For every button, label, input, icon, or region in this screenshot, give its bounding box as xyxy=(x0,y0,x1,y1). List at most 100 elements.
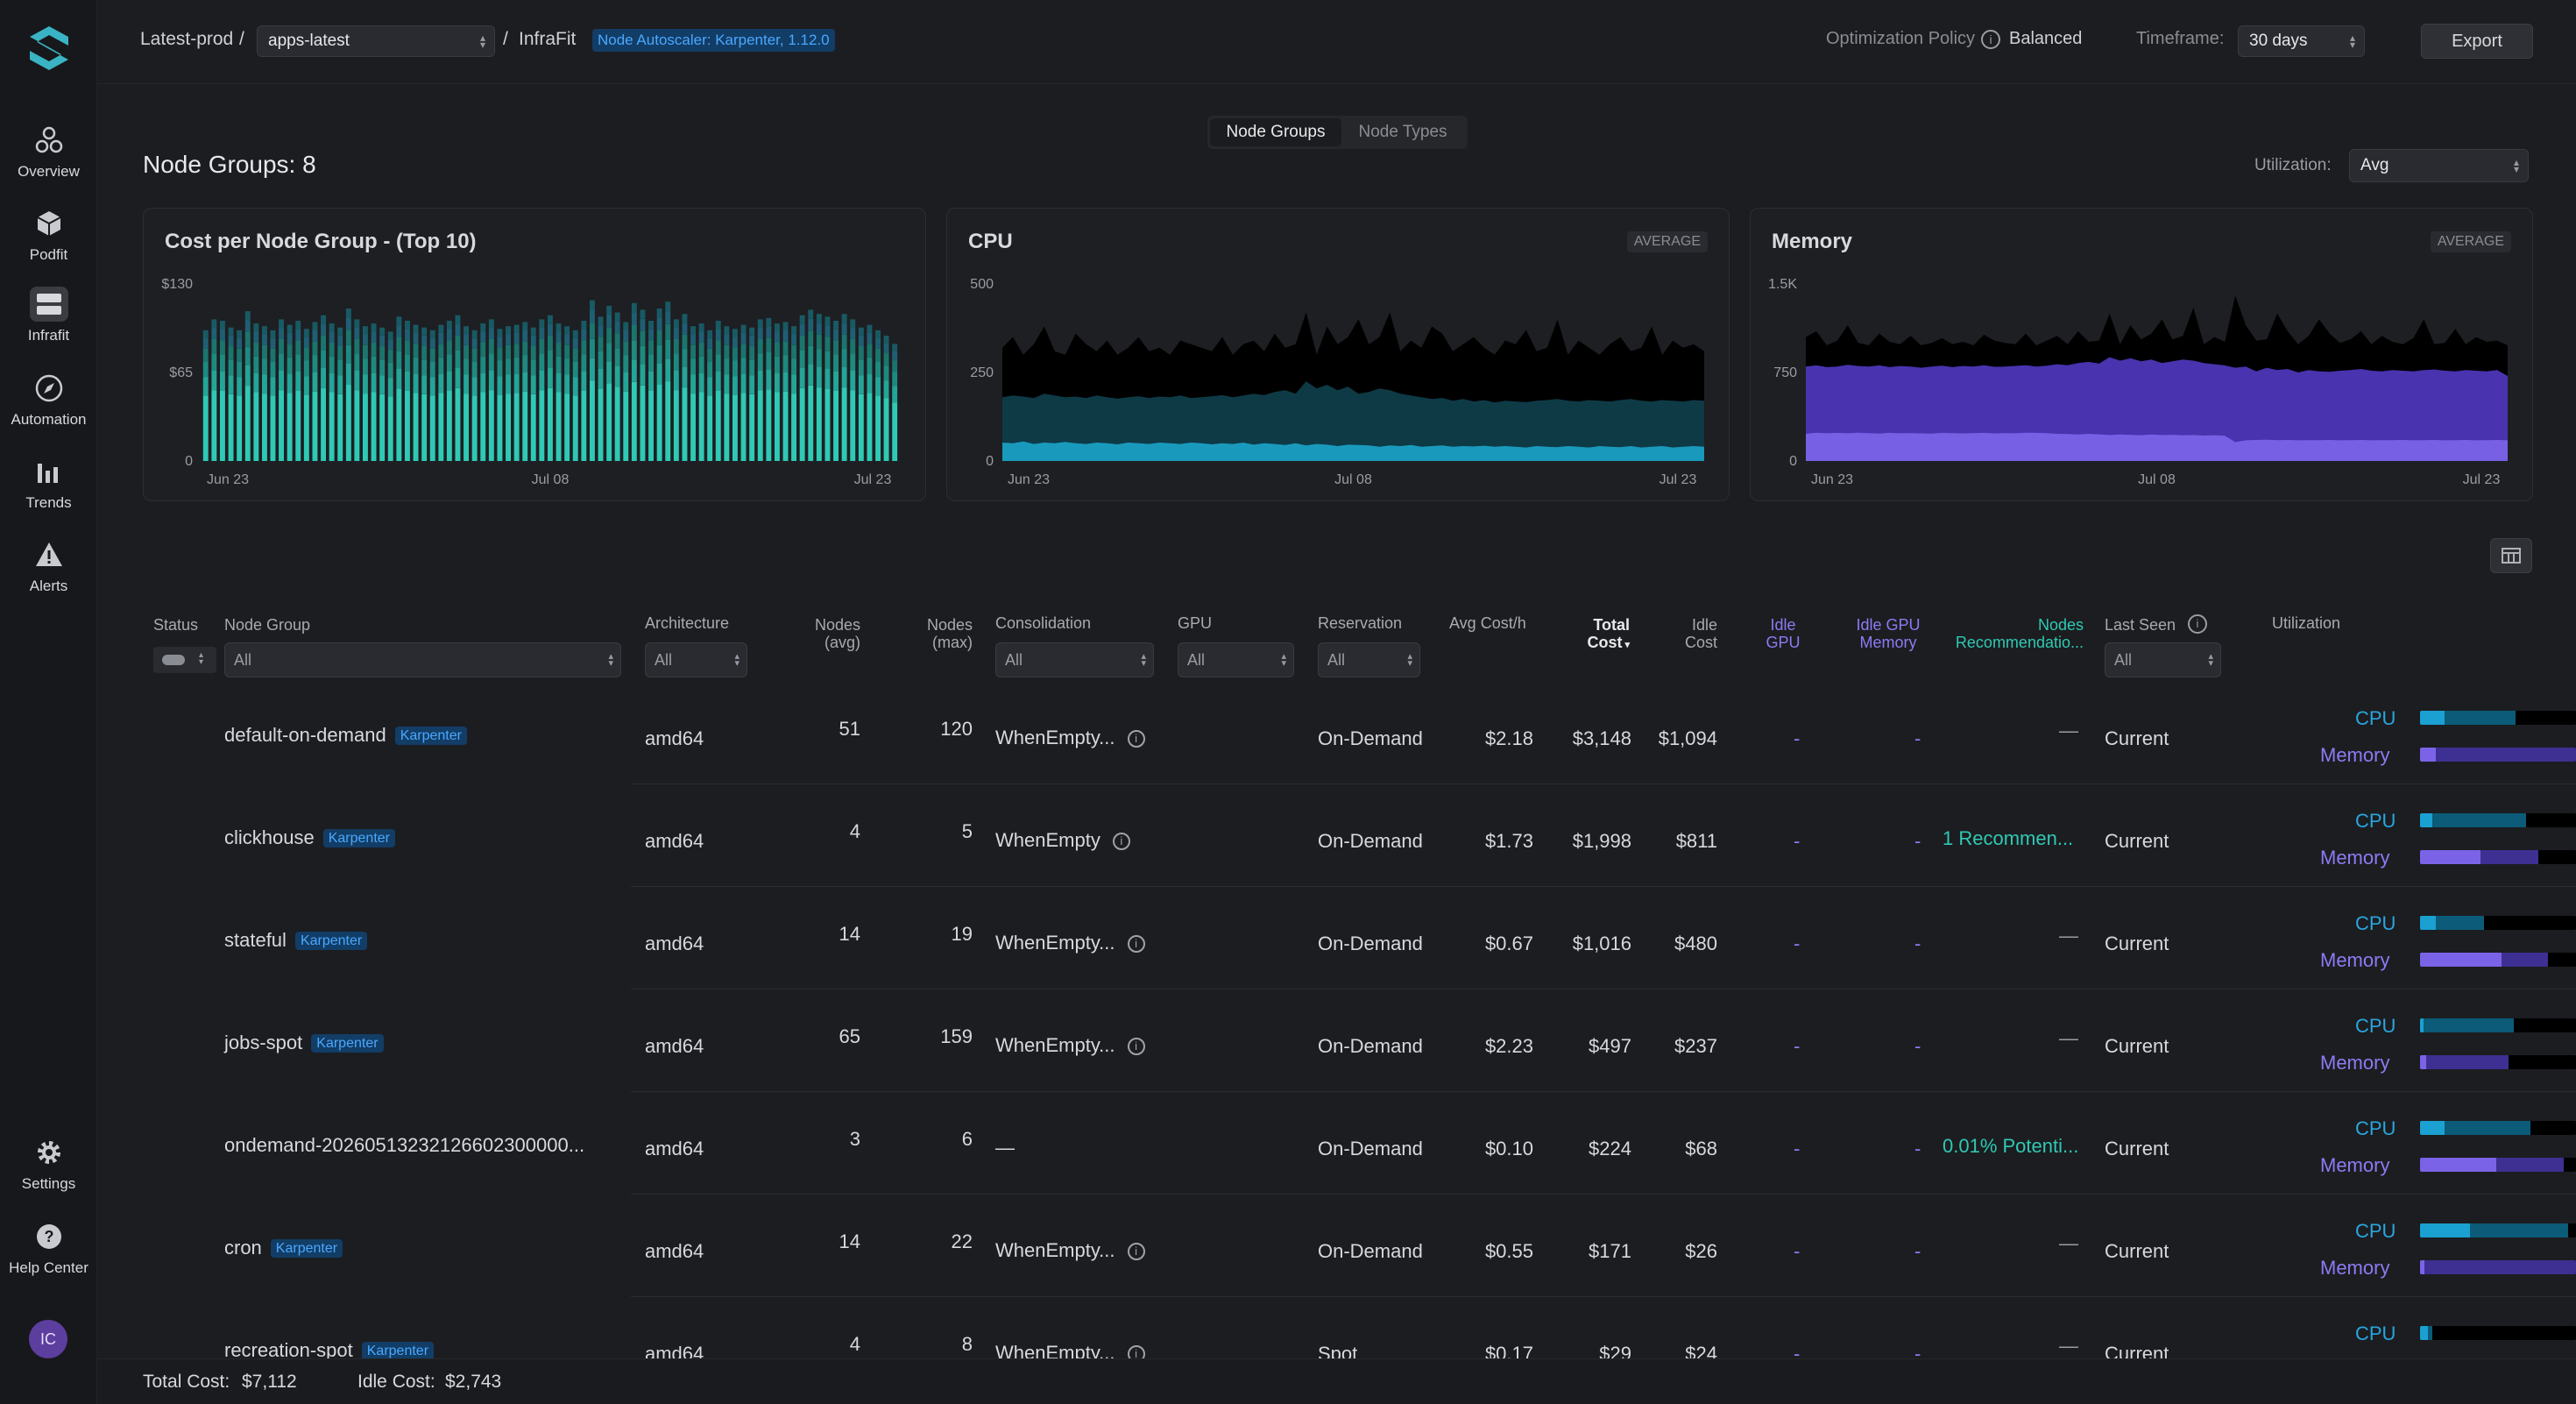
col-nodes-avg: Nodes (avg) xyxy=(806,616,860,651)
cost-bar-segment xyxy=(606,383,612,461)
cost-bar-segment xyxy=(220,329,225,341)
timeframe-select[interactable]: 30 days ▴ ▾ xyxy=(2238,25,2365,57)
info-icon[interactable]: i xyxy=(1127,935,1145,954)
cost-bar-segment xyxy=(413,357,419,374)
nav-overview[interactable]: Overview xyxy=(0,123,97,181)
cost-bar-segment xyxy=(740,332,747,344)
info-icon[interactable]: i xyxy=(1127,1038,1145,1056)
node-group-name[interactable]: ondemand-20260513232126602300000... xyxy=(224,1134,584,1157)
cost-bar-segment xyxy=(513,324,520,333)
cost-bar-segment xyxy=(379,346,386,360)
cost-bar-segment xyxy=(295,321,301,330)
col-total-cost[interactable]: Total Cost ▾ xyxy=(1568,616,1630,654)
cost-bar-segment xyxy=(715,340,721,355)
cost-bar-segment xyxy=(220,354,225,372)
cost-bar-segment xyxy=(724,326,730,335)
node-group-name[interactable]: default-on-demand Karpenter xyxy=(224,724,467,747)
cost-bar-segment xyxy=(858,359,864,376)
node-group-name[interactable]: stateful Karpenter xyxy=(224,929,368,952)
cost-bar-segment xyxy=(850,328,856,339)
cost-bar-segment xyxy=(673,319,679,329)
cost-bar-segment xyxy=(337,394,343,461)
x-tick-label: Jul 23 xyxy=(2463,472,2501,487)
cost-bar-segment xyxy=(581,371,587,391)
last-seen-filter[interactable]: All ▴ ▾ xyxy=(2105,642,2221,677)
idle-gpu-memory-value: - xyxy=(1914,1035,1921,1057)
optimization-policy-value[interactable]: Balanced xyxy=(2009,29,2083,48)
cost-bar-segment xyxy=(572,395,578,461)
architecture-filter[interactable]: All ▴ ▾ xyxy=(645,642,747,677)
cost-bar-segment xyxy=(464,326,469,335)
breadcrumb-cluster[interactable]: Latest-prod xyxy=(140,29,234,49)
nav-podfit[interactable]: Podfit xyxy=(0,206,97,264)
karpenter-badge: Karpenter xyxy=(294,932,368,951)
cost-bar-segment xyxy=(429,348,435,362)
consolidation-filter[interactable]: All ▴ ▾ xyxy=(995,642,1154,677)
nav-settings[interactable]: Settings xyxy=(0,1135,97,1193)
cost-bar-segment xyxy=(556,372,562,393)
col-idle-gpu-line1: Idle xyxy=(1770,616,1796,634)
nav-infrafit[interactable]: Infrafit xyxy=(0,287,97,344)
idle-cost-value: $26 xyxy=(1685,1240,1717,1262)
node-group-name[interactable]: recreation-spot Karpenter xyxy=(224,1339,435,1362)
recommendation-value: — xyxy=(2059,1232,2078,1254)
reservation-filter[interactable]: All ▴ ▾ xyxy=(1318,642,1420,677)
idle-gpu-value: - xyxy=(1794,1240,1801,1262)
cost-bar-segment xyxy=(875,348,881,362)
info-icon[interactable]: i xyxy=(1127,1243,1145,1261)
nodes-avg-value: 3 xyxy=(849,1128,860,1150)
node-group-name[interactable]: cron Karpenter xyxy=(224,1237,343,1259)
node-group-filter[interactable]: All ▴ ▾ xyxy=(224,642,621,677)
memory-average-tag: AVERAGE xyxy=(2430,231,2511,252)
cost-bar-segment xyxy=(396,337,402,351)
info-icon[interactable]: i xyxy=(2188,614,2207,634)
status-filter-toggle[interactable]: ▴ ▾ xyxy=(153,647,216,673)
nav-alerts[interactable]: Alerts xyxy=(0,537,97,595)
tab-node-groups[interactable]: Node Groups xyxy=(1210,118,1341,146)
recommendation-link[interactable]: 1 Recommen... xyxy=(1943,827,2074,849)
area-series xyxy=(1002,381,1704,461)
idle-gpu-memory-value: - xyxy=(1914,1138,1921,1159)
cost-bar-segment xyxy=(572,377,578,396)
avatar[interactable]: IC xyxy=(29,1320,67,1358)
cost-bar-segment xyxy=(665,323,671,340)
last-seen-value: Current xyxy=(2105,1035,2169,1057)
cost-bar-segment xyxy=(429,337,435,349)
column-settings-button[interactable] xyxy=(2490,538,2532,573)
cost-bar-segment xyxy=(455,315,461,324)
nav-trends[interactable]: Trends xyxy=(0,454,97,512)
cpu-utilization-avg xyxy=(2420,1018,2424,1032)
top-bar: Latest-prod / apps-latest ▴ ▾ / InfraFit … xyxy=(97,0,2576,84)
memory-utilization-max xyxy=(2420,1260,2576,1274)
gpu-filter[interactable]: All ▴ ▾ xyxy=(1178,642,1294,677)
tab-node-types[interactable]: Node Types xyxy=(1358,123,1447,141)
namespace-select-value: apps-latest xyxy=(268,32,350,50)
idle-gpu-value: - xyxy=(1794,830,1801,852)
cost-bar-segment xyxy=(791,374,796,394)
info-icon[interactable]: i xyxy=(1127,730,1145,748)
cost-bar-segment xyxy=(590,323,595,339)
info-icon[interactable]: i xyxy=(1112,833,1130,851)
cost-bar-segment xyxy=(867,332,873,344)
y-tick-label: $65 xyxy=(169,365,193,380)
cost-bar-segment xyxy=(345,363,351,385)
namespace-select[interactable]: apps-latest ▴ ▾ xyxy=(257,25,495,57)
idle-gpu-memory-value: - xyxy=(1914,727,1921,749)
cost-bar-segment xyxy=(698,331,704,344)
row-divider xyxy=(631,1296,2576,1297)
export-button[interactable]: Export xyxy=(2421,24,2533,59)
nav-automation[interactable]: Automation xyxy=(0,371,97,429)
node-group-name[interactable]: clickhouse Karpenter xyxy=(224,826,395,849)
recommendation-link[interactable]: 0.01% Potenti... xyxy=(1943,1135,2079,1157)
col-nodes-max-line1: Nodes xyxy=(926,616,973,634)
cost-bar-segment xyxy=(623,372,629,392)
app-logo[interactable] xyxy=(26,25,72,77)
nav-help-center[interactable]: ? Help Center xyxy=(0,1219,97,1277)
cost-bar-segment xyxy=(766,326,772,338)
cost-bar-segment xyxy=(287,344,293,358)
node-group-name[interactable]: jobs-spot Karpenter xyxy=(224,1032,384,1054)
info-icon[interactable]: i xyxy=(1981,30,2000,49)
cpu-util-label: CPU xyxy=(2355,912,2396,934)
utilization-select[interactable]: Avg ▴ ▾ xyxy=(2349,149,2529,182)
cost-bar-segment xyxy=(766,337,772,352)
